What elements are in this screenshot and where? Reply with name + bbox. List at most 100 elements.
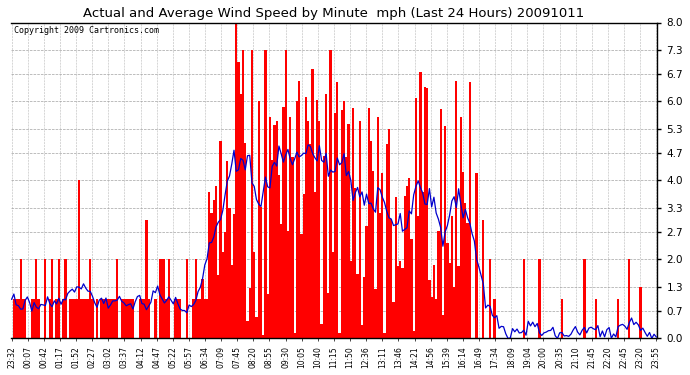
Bar: [404, 196, 406, 338]
Bar: [166, 299, 168, 338]
Bar: [359, 121, 361, 338]
Bar: [233, 214, 235, 338]
Bar: [444, 126, 446, 338]
Bar: [193, 299, 195, 338]
Text: Copyright 2009 Cartronics.com: Copyright 2009 Cartronics.com: [14, 26, 159, 34]
Bar: [257, 102, 260, 338]
Bar: [413, 331, 415, 338]
Bar: [440, 109, 442, 338]
Bar: [31, 299, 33, 338]
Bar: [130, 299, 132, 338]
Bar: [309, 144, 311, 338]
Bar: [235, 22, 237, 338]
Bar: [12, 299, 15, 338]
Bar: [253, 252, 255, 338]
Bar: [155, 299, 157, 338]
Bar: [248, 288, 251, 338]
Bar: [19, 260, 22, 338]
Bar: [325, 94, 327, 338]
Bar: [143, 299, 146, 338]
Bar: [51, 260, 53, 338]
Bar: [386, 144, 388, 338]
Bar: [246, 321, 248, 338]
Bar: [89, 260, 91, 338]
Bar: [561, 299, 563, 338]
Bar: [37, 299, 40, 338]
Bar: [159, 260, 161, 338]
Bar: [583, 260, 586, 338]
Bar: [493, 299, 495, 338]
Bar: [455, 81, 457, 338]
Bar: [343, 102, 345, 338]
Bar: [368, 108, 370, 338]
Bar: [464, 203, 466, 338]
Bar: [210, 213, 213, 338]
Bar: [213, 200, 215, 338]
Bar: [177, 299, 179, 338]
Bar: [239, 94, 242, 338]
Bar: [296, 102, 298, 338]
Bar: [289, 117, 291, 338]
Bar: [332, 252, 334, 338]
Bar: [278, 175, 280, 338]
Bar: [78, 180, 80, 338]
Bar: [273, 125, 275, 338]
Bar: [64, 260, 67, 338]
Bar: [148, 299, 150, 338]
Bar: [352, 108, 354, 338]
Bar: [320, 324, 323, 338]
Bar: [307, 121, 309, 338]
Bar: [197, 299, 199, 338]
Bar: [336, 82, 339, 338]
Bar: [73, 299, 76, 338]
Bar: [91, 299, 94, 338]
Bar: [76, 299, 78, 338]
Bar: [354, 188, 357, 338]
Bar: [375, 289, 377, 338]
Bar: [228, 209, 230, 338]
Bar: [316, 100, 318, 338]
Bar: [397, 267, 399, 338]
Bar: [339, 333, 341, 338]
Bar: [323, 156, 325, 338]
Bar: [179, 299, 181, 338]
Bar: [123, 299, 125, 338]
Bar: [595, 299, 597, 338]
Bar: [161, 260, 164, 338]
Bar: [451, 216, 453, 338]
Bar: [85, 299, 87, 338]
Bar: [107, 299, 109, 338]
Bar: [266, 294, 269, 338]
Bar: [17, 299, 19, 338]
Bar: [224, 232, 226, 338]
Bar: [255, 317, 257, 338]
Bar: [215, 186, 217, 338]
Bar: [305, 97, 307, 338]
Bar: [377, 117, 379, 338]
Bar: [282, 107, 284, 338]
Bar: [393, 302, 395, 338]
Bar: [433, 265, 435, 338]
Bar: [628, 260, 631, 338]
Bar: [345, 157, 348, 338]
Bar: [457, 266, 460, 338]
Bar: [237, 62, 239, 338]
Bar: [186, 260, 188, 338]
Bar: [219, 141, 221, 338]
Bar: [293, 333, 296, 338]
Bar: [381, 172, 384, 338]
Bar: [341, 110, 343, 338]
Bar: [448, 263, 451, 338]
Bar: [284, 50, 287, 338]
Bar: [298, 81, 300, 338]
Bar: [617, 299, 619, 338]
Bar: [49, 299, 51, 338]
Bar: [363, 276, 366, 338]
Bar: [424, 87, 426, 338]
Bar: [103, 299, 105, 338]
Bar: [446, 243, 448, 338]
Bar: [112, 299, 114, 338]
Bar: [146, 220, 148, 338]
Bar: [437, 231, 440, 338]
Bar: [168, 260, 170, 338]
